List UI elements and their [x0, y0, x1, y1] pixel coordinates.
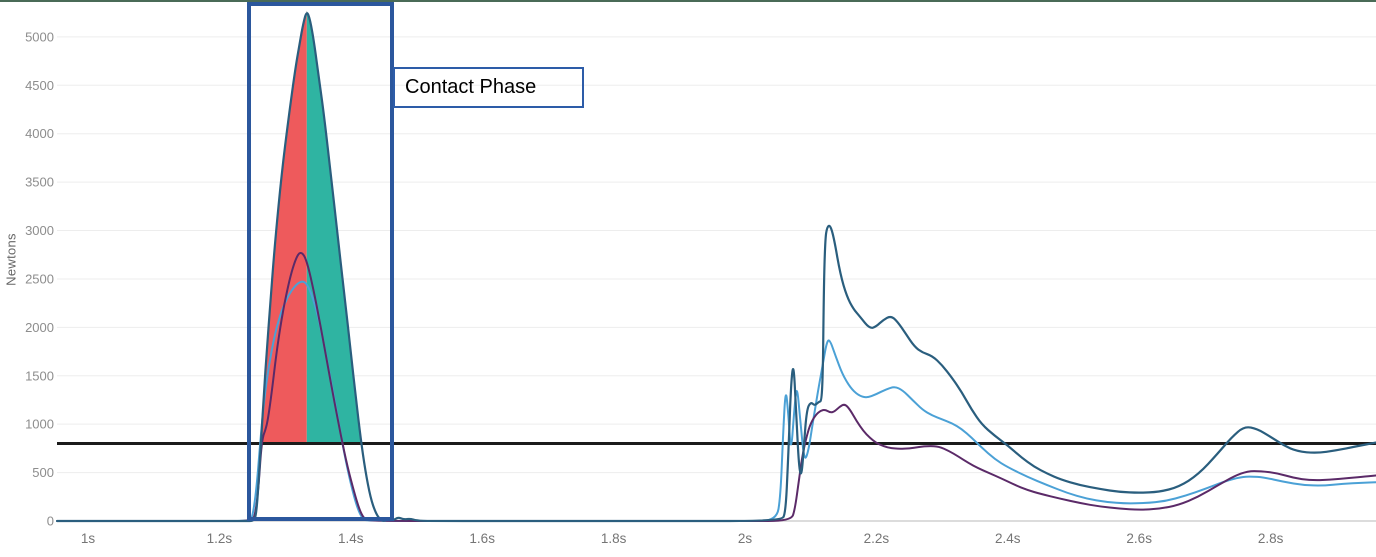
x-tick-label: 1.8s — [601, 531, 627, 546]
x-tick-label: 1.4s — [338, 531, 364, 546]
y-tick-label: 1500 — [25, 368, 54, 383]
contact-fill-teal — [306, 10, 362, 446]
x-tick-label: 1.6s — [469, 531, 495, 546]
contact-phase-label-box: Contact Phase — [393, 67, 584, 108]
y-tick-label: 2500 — [25, 271, 54, 286]
x-tick-label: 1.2s — [207, 531, 233, 546]
y-tick-label: 5000 — [25, 29, 54, 44]
contact-fill-red — [261, 10, 307, 444]
series-force-purple — [56, 251, 1376, 523]
y-tick-label: 4000 — [25, 126, 54, 141]
x-tick-label: 2.8s — [1258, 531, 1284, 546]
series-total-force — [56, 12, 1376, 523]
contact-phase-region-box — [247, 2, 394, 521]
top-accent-strip — [0, 0, 1376, 2]
y-tick-label: 0 — [47, 514, 54, 529]
series-force-light-blue — [56, 280, 1376, 523]
y-tick-label: 500 — [32, 465, 54, 480]
y-tick-label: 4500 — [25, 78, 54, 93]
y-tick-label: 3500 — [25, 175, 54, 190]
x-tick-label: 1s — [81, 531, 96, 546]
y-tick-label: 2000 — [25, 320, 54, 335]
contact-phase-label: Contact Phase — [405, 76, 537, 98]
x-tick-label: 2s — [738, 531, 753, 546]
x-tick-label: 2.6s — [1126, 531, 1152, 546]
y-tick-label: 1000 — [25, 417, 54, 432]
x-tick-label: 2.4s — [995, 531, 1021, 546]
y-tick-label: 3000 — [25, 223, 54, 238]
y-axis-title: Newtons — [3, 233, 19, 286]
x-tick-label: 2.2s — [864, 531, 890, 546]
